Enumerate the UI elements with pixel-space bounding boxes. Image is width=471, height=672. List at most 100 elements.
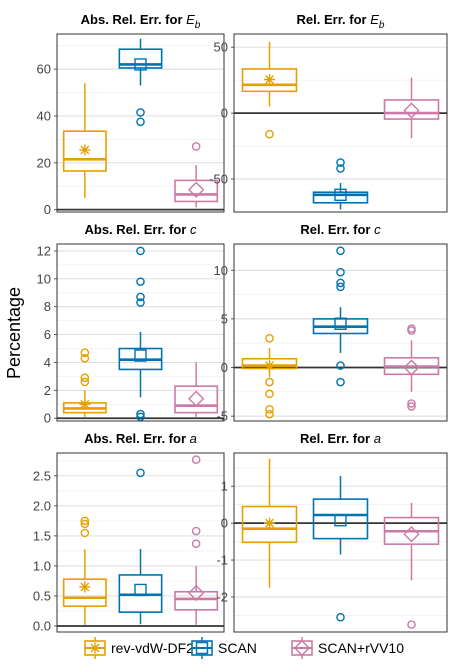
y-tick-label: 0: [221, 106, 228, 121]
outlier-point: [80, 348, 90, 358]
box-scan-rvv10: [174, 455, 219, 625]
panel: Rel. Err. for c -5 0 5 10: [214, 222, 448, 424]
outlier-point: [407, 620, 416, 629]
outlier-point: [136, 292, 145, 302]
box-scan-rvv10: [383, 77, 440, 139]
panel-title: Abs. Rel. Err. for a: [84, 431, 197, 446]
legend-key-marker: [89, 642, 101, 654]
box-scan-rvv10: [383, 324, 440, 411]
y-tick-label: 20: [37, 155, 51, 170]
box-scan: [312, 475, 369, 622]
box-iqr: [62, 578, 107, 607]
box-iqr: [62, 130, 107, 172]
panel-title: Rel. Err. for Eb: [297, 12, 385, 31]
outlier-point: [407, 402, 416, 411]
mean-marker: [403, 526, 420, 543]
panel: Rel. Err. for Eb -50 0 50: [209, 12, 448, 213]
outlier-point: [80, 373, 90, 383]
panel: Abs. Rel. Err. for a 0.0 0.5 1.0 1.5 2.0 2.5: [33, 431, 225, 633]
outlier-point: [136, 117, 145, 127]
panel-title: Abs. Rel. Err. for c: [85, 222, 197, 237]
outlier-point: [407, 399, 416, 408]
y-tick-label: 4: [44, 355, 51, 370]
outlier-point: [136, 246, 145, 256]
box-scan: [312, 246, 369, 387]
legend-item: SCAN+rVV10: [291, 637, 404, 659]
outlier-point: [136, 409, 145, 419]
outlier-point: [136, 108, 145, 117]
y-tick-label: 8: [44, 299, 51, 314]
panel-border: [56, 452, 225, 633]
y-tick-label: 50: [214, 40, 228, 55]
outlier-point: [136, 468, 145, 478]
mean-marker: [264, 73, 275, 85]
outlier-point: [136, 298, 145, 307]
box-scan: [118, 246, 163, 422]
panel-title: Abs. Rel. Err. for Eb: [81, 12, 201, 31]
panel-border: [56, 33, 225, 213]
y-tick-label: 6: [44, 327, 51, 342]
panel-title-text: Abs. Rel. Err. for: [81, 12, 186, 27]
legend: rev-vdW-DF2 SCAN SCAN+rVV10: [84, 637, 404, 659]
y-tick-label: 60: [37, 62, 51, 77]
box-iqr: [174, 385, 219, 414]
y-tick-label: 0: [44, 202, 51, 217]
y-tick-label: 0: [221, 360, 228, 375]
mean-marker: [334, 188, 347, 202]
y-tick-label: 2.0: [33, 498, 51, 513]
panel-title-text: Rel. Err. for: [300, 222, 374, 237]
y-tick-label: -2: [216, 589, 228, 604]
panel-title-text: Rel. Err. for: [297, 12, 371, 27]
mean-marker: [403, 359, 420, 376]
outlier-point: [265, 129, 274, 139]
outlier-point: [265, 334, 274, 343]
box-scan: [312, 158, 369, 210]
y-tick-label: -50: [209, 172, 228, 187]
outlier-point: [191, 539, 201, 549]
outlier-point: [265, 377, 274, 387]
panel-title-variable: E: [186, 12, 195, 27]
outlier-point: [336, 158, 345, 167]
legend-item: rev-vdW-DF2: [84, 637, 194, 659]
outlier-point: [265, 405, 274, 414]
y-tick-label: 10: [37, 271, 51, 286]
y-tick-label: 2: [44, 383, 51, 398]
panel-title-subscript: b: [195, 20, 201, 31]
panel-border: [56, 243, 225, 422]
outlier-point: [191, 142, 201, 151]
y-tick-label: 1.0: [33, 558, 51, 573]
y-tick-label: -5: [216, 409, 228, 424]
outlier-point: [336, 267, 345, 277]
outlier-point: [336, 612, 345, 622]
mean-marker: [334, 317, 347, 330]
panel-title-variable: c: [190, 222, 197, 237]
panel-title: Rel. Err. for a: [300, 431, 381, 446]
y-tick-label: 40: [37, 108, 51, 123]
box-iqr: [174, 179, 219, 203]
box-rev-vdw-df2: [241, 334, 298, 419]
outlier-point: [336, 361, 345, 370]
y-axis-label: Percentage: [4, 287, 24, 379]
panel-title-variable: c: [374, 222, 381, 237]
mean-marker: [79, 144, 91, 156]
panel-title-variable: E: [370, 12, 379, 27]
mean-marker: [188, 390, 205, 407]
mean-marker: [403, 102, 420, 119]
outlier-point: [136, 277, 145, 286]
outlier-point: [265, 409, 274, 419]
box-scan-rvv10: [174, 142, 219, 208]
mean-marker: [188, 181, 205, 198]
panel-title-variable: a: [374, 431, 381, 446]
outlier-point: [80, 377, 90, 387]
mean-marker: [264, 360, 275, 372]
y-tick-label: 5: [221, 311, 228, 326]
y-tick-label: 1: [221, 479, 228, 494]
outlier-point: [407, 326, 416, 335]
box-iqr: [312, 498, 369, 540]
outlier-point: [191, 455, 201, 464]
outlier-point: [336, 377, 345, 387]
panel-title: Rel. Err. for c: [300, 222, 381, 237]
panel-title-text: Abs. Rel. Err. for: [85, 222, 190, 237]
